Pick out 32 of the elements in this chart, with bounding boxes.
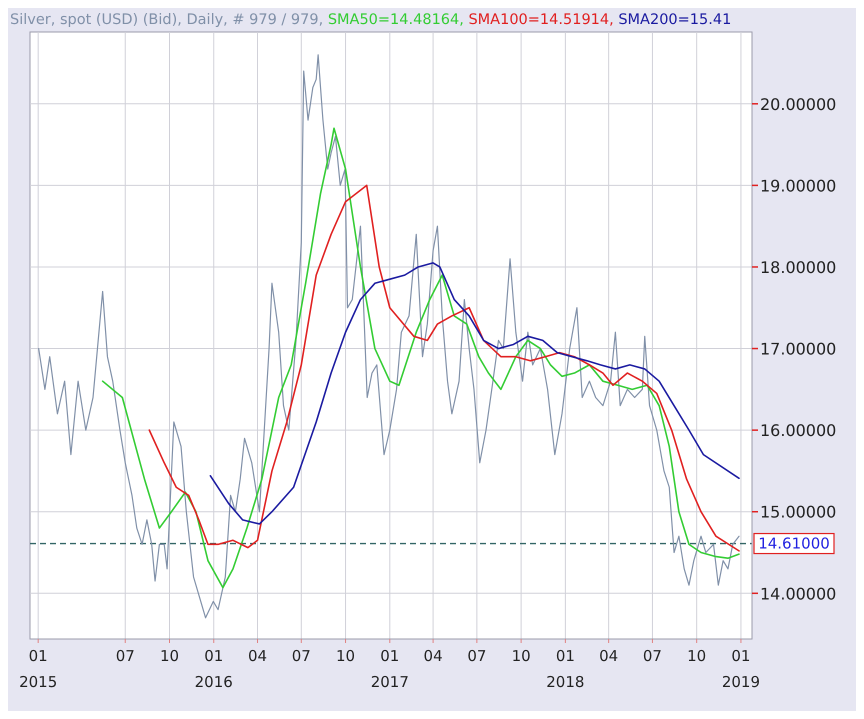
x-tick-label: 07	[292, 647, 311, 665]
x-tick-label: 01 2017	[370, 647, 409, 691]
x-tick-label: 04	[424, 647, 443, 665]
x-tick-label: 04	[248, 647, 268, 665]
text: SMA200=15.41	[614, 12, 732, 28]
text: SMA50=14.48164,	[328, 12, 464, 28]
line-series	[38, 54, 740, 618]
y-tick-label: 18.00000	[760, 258, 836, 277]
chart-title: Silver, spot (USD) (Bid), Daily, # 979 / 979,	[10, 12, 328, 28]
x-tick-label: 07	[467, 647, 486, 665]
line-series	[210, 262, 740, 525]
text: SMA100=14.51914,	[464, 12, 614, 28]
y-tick-label: 14.00000	[760, 584, 836, 604]
y-tick-label: 15.00000	[760, 502, 836, 522]
x-tick-label: 10	[687, 647, 706, 665]
x-tick-label: 07	[116, 647, 135, 665]
y-tick-label: 17.00000	[760, 340, 836, 359]
x-tick-label: 01 2018	[546, 647, 584, 691]
x-tick-label: 01 2015	[19, 647, 58, 691]
y-tick-label: 19.00000	[760, 176, 836, 196]
x-tick-label: 10	[512, 647, 531, 665]
ref-line-label: 14.61000	[758, 534, 830, 553]
line-series	[148, 184, 740, 552]
x-tick-label: 10	[160, 647, 180, 665]
x-tick-label: 04	[599, 647, 618, 665]
y-tick-label: 20.00000	[760, 94, 836, 114]
x-tick-label: 01 2019	[722, 647, 760, 691]
y-tick-label: 16.00000	[760, 421, 836, 440]
x-tick-label: 10	[336, 647, 356, 665]
line-series	[102, 127, 740, 588]
x-tick-label: 07	[642, 647, 662, 665]
x-tick-label: 01 2016	[194, 647, 233, 691]
